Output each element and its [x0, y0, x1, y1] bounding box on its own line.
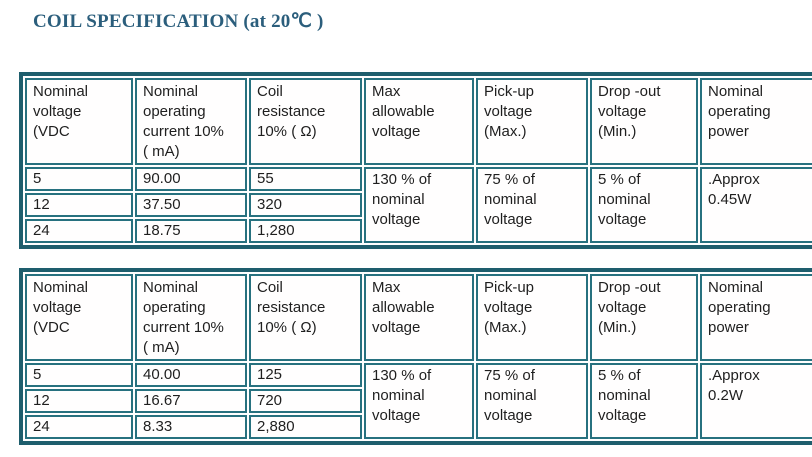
cell-max-allowable-voltage: 130 % of nominal voltage: [364, 363, 474, 439]
cell-coil-resistance: 320: [249, 193, 362, 217]
header-coil-resistance: Coil resistance 10% ( Ω): [249, 274, 362, 361]
cell-nominal-voltage: 24: [25, 415, 133, 439]
cell-nominal-voltage: 24: [25, 219, 133, 243]
header-dropout-voltage: Drop -out voltage (Min.): [590, 78, 698, 165]
table-row: 5 90.00 55 130 % of nominal voltage 75 %…: [25, 167, 812, 243]
cell-coil-resistance: 55: [249, 167, 362, 191]
table-header-row: Nominal voltage (VDC Nominal operating c…: [25, 78, 812, 165]
cell-dropout-voltage: 5 % of nominal voltage: [590, 167, 698, 243]
header-max-allowable-voltage: Max allowable voltage: [364, 274, 474, 361]
coil-spec-table-1: Nominal voltage (VDC Nominal operating c…: [19, 72, 812, 249]
cell-operating-current: 90.00: [135, 167, 247, 191]
cell-operating-power: .Approx 0.45W: [700, 167, 812, 243]
header-max-allowable-voltage: Max allowable voltage: [364, 78, 474, 165]
cell-pickup-voltage: 75 % of nominal voltage: [476, 363, 588, 439]
table-row: 12 37.50 320: [25, 193, 812, 217]
header-operating-power: Nominal operating power: [700, 274, 812, 361]
page-title: COIL SPECIFICATION (at 20℃ ): [33, 11, 324, 32]
cell-nominal-voltage: 5: [25, 363, 133, 387]
cell-nominal-voltage: 12: [25, 389, 133, 413]
cell-operating-power: .Approx 0.2W: [700, 363, 812, 439]
header-nominal-voltage: Nominal voltage (VDC: [25, 274, 133, 361]
header-operating-power: Nominal operating power: [700, 78, 812, 165]
header-dropout-voltage: Drop -out voltage (Min.): [590, 274, 698, 361]
cell-coil-resistance: 2,880: [249, 415, 362, 439]
cell-operating-current: 40.00: [135, 363, 247, 387]
header-pickup-voltage: Pick-up voltage (Max.): [476, 78, 588, 165]
header-coil-resistance: Coil resistance 10% ( Ω): [249, 78, 362, 165]
cell-nominal-voltage: 5: [25, 167, 133, 191]
table-header-row: Nominal voltage (VDC Nominal operating c…: [25, 274, 812, 361]
cell-coil-resistance: 125: [249, 363, 362, 387]
table-row: 24 18.75 1,280: [25, 219, 812, 243]
cell-operating-current: 16.67: [135, 389, 247, 413]
cell-coil-resistance: 1,280: [249, 219, 362, 243]
cell-operating-current: 37.50: [135, 193, 247, 217]
header-nominal-voltage: Nominal voltage (VDC: [25, 78, 133, 165]
cell-dropout-voltage: 5 % of nominal voltage: [590, 363, 698, 439]
coil-spec-table-2: Nominal voltage (VDC Nominal operating c…: [19, 268, 812, 445]
cell-pickup-voltage: 75 % of nominal voltage: [476, 167, 588, 243]
header-operating-current: Nominal operating current 10% ( mA): [135, 274, 247, 361]
table-row: 24 8.33 2,880: [25, 415, 812, 439]
cell-operating-current: 18.75: [135, 219, 247, 243]
table-row: 5 40.00 125 130 % of nominal voltage 75 …: [25, 363, 812, 439]
cell-max-allowable-voltage: 130 % of nominal voltage: [364, 167, 474, 243]
table-row: 12 16.67 720: [25, 389, 812, 413]
cell-coil-resistance: 720: [249, 389, 362, 413]
cell-nominal-voltage: 12: [25, 193, 133, 217]
cell-operating-current: 8.33: [135, 415, 247, 439]
header-pickup-voltage: Pick-up voltage (Max.): [476, 274, 588, 361]
header-operating-current: Nominal operating current 10% ( mA): [135, 78, 247, 165]
